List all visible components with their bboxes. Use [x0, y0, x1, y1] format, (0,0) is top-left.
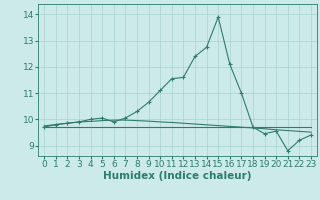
X-axis label: Humidex (Indice chaleur): Humidex (Indice chaleur): [103, 171, 252, 181]
